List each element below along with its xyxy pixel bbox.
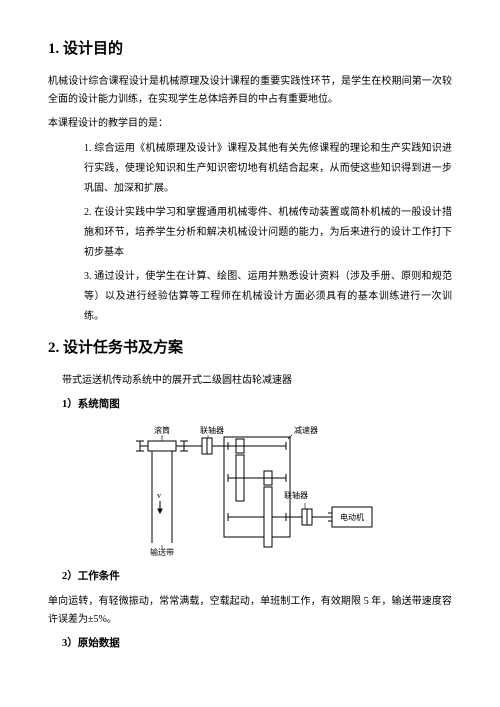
- list-item: 1. 综合运用《机械原理及设计》课程及其他有关先修课程的理论和生产实践知识进行实…: [84, 139, 452, 199]
- list-item: 2. 在设计实践中学习和掌握通用机械零件、机械传动装置或简朴机械的一般设计措施和…: [84, 203, 452, 263]
- label-coupling2: 联轴器: [284, 490, 308, 500]
- section2-subtitle: 带式运送机传动系统中的展开式二级圆柱齿轮减速器: [48, 372, 452, 390]
- list-item: 3. 通过设计，使学生在计算、绘图、运用并熟悉设计资料（涉及手册、原则和规范等）…: [84, 267, 452, 327]
- label-reducer: 减速器: [294, 425, 318, 435]
- section1-list: 1. 综合运用《机械原理及设计》课程及其他有关先修课程的理论和生产实践知识进行实…: [48, 139, 452, 327]
- system-diagram: 滚筒 联轴器 减速器 联轴器 电动机 输送带 v: [48, 423, 452, 558]
- label-drum: 滚筒: [154, 425, 170, 435]
- label-motor: 电动机: [340, 512, 364, 522]
- section1-p1: 机械设计综合课程设计是机械原理及设计课程的重要实践性环节，是学生在校期间第一次较…: [48, 73, 452, 109]
- section2-title: 2. 设计任务书及方案: [48, 335, 452, 362]
- section1-title: 1. 设计目的: [48, 36, 452, 63]
- section2-sub2: 2）工作条件: [48, 568, 452, 587]
- svg-text:v: v: [157, 491, 161, 500]
- label-coupling: 联轴器: [200, 425, 224, 435]
- section2-sub3: 3）原始数据: [48, 635, 452, 654]
- section2-sub1: 1）系统简图: [48, 396, 452, 415]
- section1-p2: 本课程设计的教学目的是：: [48, 115, 452, 133]
- section2-work: 单向运转，有轻微振动，常常满载，空载起动，单班制工作，有效期限 5 年，输送带速…: [48, 593, 452, 629]
